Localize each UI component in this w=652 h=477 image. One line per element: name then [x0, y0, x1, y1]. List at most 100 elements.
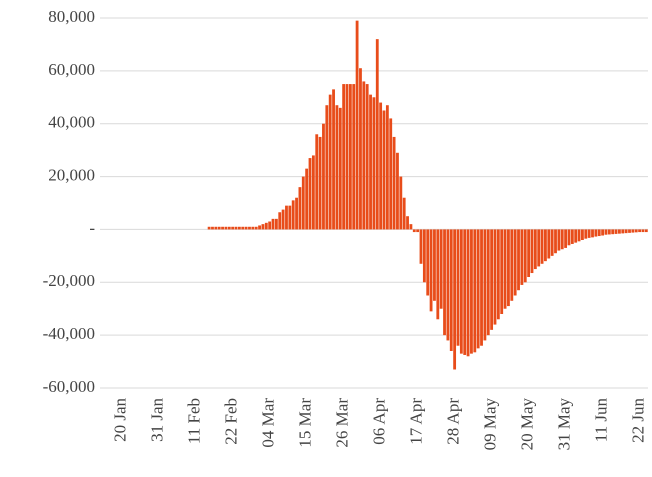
- bar: [214, 226, 218, 230]
- bar: [305, 168, 309, 230]
- bar: [248, 226, 251, 230]
- x-tick-label: 26 Mar: [333, 398, 352, 448]
- x-tick-label: 22 Feb: [222, 398, 241, 445]
- bar: [453, 229, 457, 370]
- bar: [409, 224, 413, 230]
- bar: [436, 229, 440, 320]
- bar: [621, 229, 625, 234]
- bar: [379, 102, 383, 230]
- bar: [392, 136, 396, 230]
- bar: [490, 229, 494, 330]
- bar: [597, 229, 601, 237]
- bar: [520, 229, 524, 285]
- bar: [466, 229, 470, 357]
- bar: [389, 118, 393, 230]
- bar: [355, 20, 359, 230]
- bar: [369, 94, 372, 230]
- x-tick-label: 11 Jun: [592, 398, 611, 443]
- bar: [281, 209, 285, 230]
- bar: [611, 229, 615, 235]
- bar: [396, 152, 399, 230]
- bar: [264, 222, 268, 230]
- bar: [335, 105, 339, 230]
- bar: [406, 216, 409, 230]
- bar: [385, 105, 389, 230]
- bar: [234, 226, 238, 230]
- bar: [560, 229, 564, 250]
- bar: [285, 205, 288, 230]
- x-tick-label: 15 Mar: [296, 398, 315, 448]
- bar: [533, 229, 537, 270]
- bar: [244, 226, 248, 230]
- bar: [291, 200, 295, 230]
- bar: [295, 197, 298, 230]
- bar: [342, 84, 346, 230]
- bar: [412, 229, 416, 233]
- bar: [614, 229, 618, 234]
- bar: [459, 229, 463, 354]
- bar: [362, 81, 366, 230]
- x-tick-label: 31 May: [555, 398, 574, 451]
- bar: [641, 229, 645, 233]
- bar: [544, 229, 547, 262]
- bar: [618, 229, 621, 234]
- bar: [570, 229, 574, 244]
- bar: [359, 68, 362, 230]
- bar: [500, 229, 504, 314]
- bar: [594, 229, 598, 237]
- bar: [241, 226, 245, 230]
- bar: [554, 229, 557, 254]
- y-tick-label: 80,000: [48, 7, 95, 26]
- bar: [224, 226, 228, 230]
- bar: [507, 229, 510, 307]
- bar: [483, 229, 487, 341]
- bar: [268, 221, 272, 230]
- x-tick-label: 31 Jan: [148, 398, 167, 442]
- bar: [584, 229, 588, 239]
- bar: [433, 229, 436, 301]
- y-tick-label: -40,000: [43, 324, 95, 343]
- bar: [318, 136, 322, 230]
- bar: [271, 218, 275, 230]
- bar: [496, 229, 500, 320]
- bar: [288, 205, 292, 230]
- bar: [315, 134, 319, 230]
- bar: [328, 94, 332, 230]
- bar: [493, 229, 497, 325]
- x-tick-label: 22 Jun: [628, 398, 647, 443]
- bar: [601, 229, 605, 236]
- bar: [607, 229, 611, 235]
- bar: [382, 110, 386, 230]
- y-tick-label: -: [89, 218, 95, 237]
- bar: [258, 225, 261, 230]
- bar: [557, 229, 561, 251]
- bar: [547, 229, 551, 259]
- bar: [567, 229, 571, 246]
- bar: [510, 229, 514, 301]
- bar: [456, 229, 460, 346]
- bar: [624, 229, 628, 234]
- bar: [399, 176, 403, 230]
- bar: [345, 84, 349, 230]
- bar: [587, 229, 591, 238]
- bar: [311, 155, 315, 230]
- bar: [446, 229, 450, 341]
- x-tick-label: 17 Apr: [407, 398, 426, 445]
- bar: [537, 229, 541, 267]
- y-tick-label: 20,000: [48, 165, 95, 184]
- bar: [298, 187, 302, 230]
- bar: [463, 229, 467, 355]
- y-tick-label: 60,000: [48, 60, 95, 79]
- bar: [254, 226, 258, 230]
- bar: [419, 229, 423, 264]
- bar: [634, 229, 638, 233]
- bar: [322, 123, 325, 230]
- bar: [211, 226, 214, 230]
- bar: [473, 229, 477, 353]
- bar: [638, 229, 642, 233]
- bar: [449, 229, 453, 351]
- bar: [564, 229, 568, 248]
- bar: [402, 197, 406, 230]
- bar: [644, 229, 648, 233]
- bar: [503, 229, 507, 309]
